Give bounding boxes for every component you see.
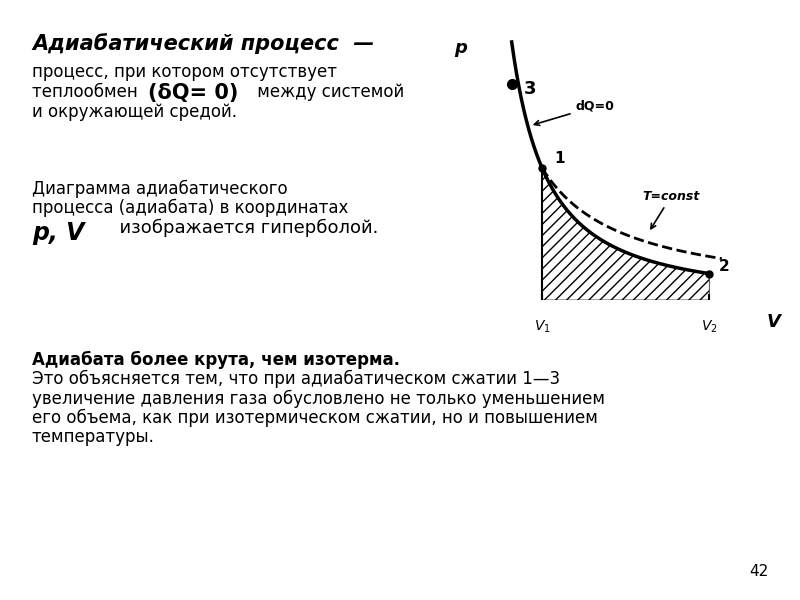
Text: p: p bbox=[454, 38, 466, 56]
Text: p, V: p, V bbox=[32, 221, 84, 245]
Text: $V_1$: $V_1$ bbox=[534, 319, 550, 335]
Text: Адиабатический процесс  —: Адиабатический процесс — bbox=[32, 33, 374, 54]
Text: 3: 3 bbox=[524, 80, 536, 98]
Text: увеличение давления газа обусловлено не только уменьшением: увеличение давления газа обусловлено не … bbox=[32, 389, 605, 407]
Text: 2: 2 bbox=[718, 259, 729, 274]
Text: изображается гиперболой.: изображается гиперболой. bbox=[108, 219, 378, 237]
Text: V: V bbox=[767, 313, 781, 331]
Text: теплообмен: теплообмен bbox=[32, 83, 143, 101]
Text: его объема, как при изотермическом сжатии, но и повышением: его объема, как при изотермическом сжати… bbox=[32, 409, 598, 427]
Text: процесс, при котором отсутствует: процесс, при котором отсутствует bbox=[32, 63, 337, 81]
Text: 1: 1 bbox=[554, 151, 565, 166]
Text: Это объясняется тем, что при адиабатическом сжатии 1—3: Это объясняется тем, что при адиабатичес… bbox=[32, 370, 560, 388]
Text: T=const: T=const bbox=[642, 190, 700, 229]
Text: (δQ= 0): (δQ= 0) bbox=[148, 83, 238, 103]
Text: Адиабата более крута, чем изотерма.: Адиабата более крута, чем изотерма. bbox=[32, 351, 400, 369]
Text: dQ=0: dQ=0 bbox=[534, 100, 614, 125]
Text: 42: 42 bbox=[749, 564, 768, 579]
Text: процесса (адиабата) в координатах: процесса (адиабата) в координатах bbox=[32, 199, 348, 217]
Text: между системой: между системой bbox=[252, 83, 404, 101]
Text: и окружающей средой.: и окружающей средой. bbox=[32, 103, 237, 121]
Text: $V_2$: $V_2$ bbox=[701, 319, 718, 335]
Text: Диаграмма адиабатического: Диаграмма адиабатического bbox=[32, 180, 288, 198]
Text: температуры.: температуры. bbox=[32, 428, 155, 446]
